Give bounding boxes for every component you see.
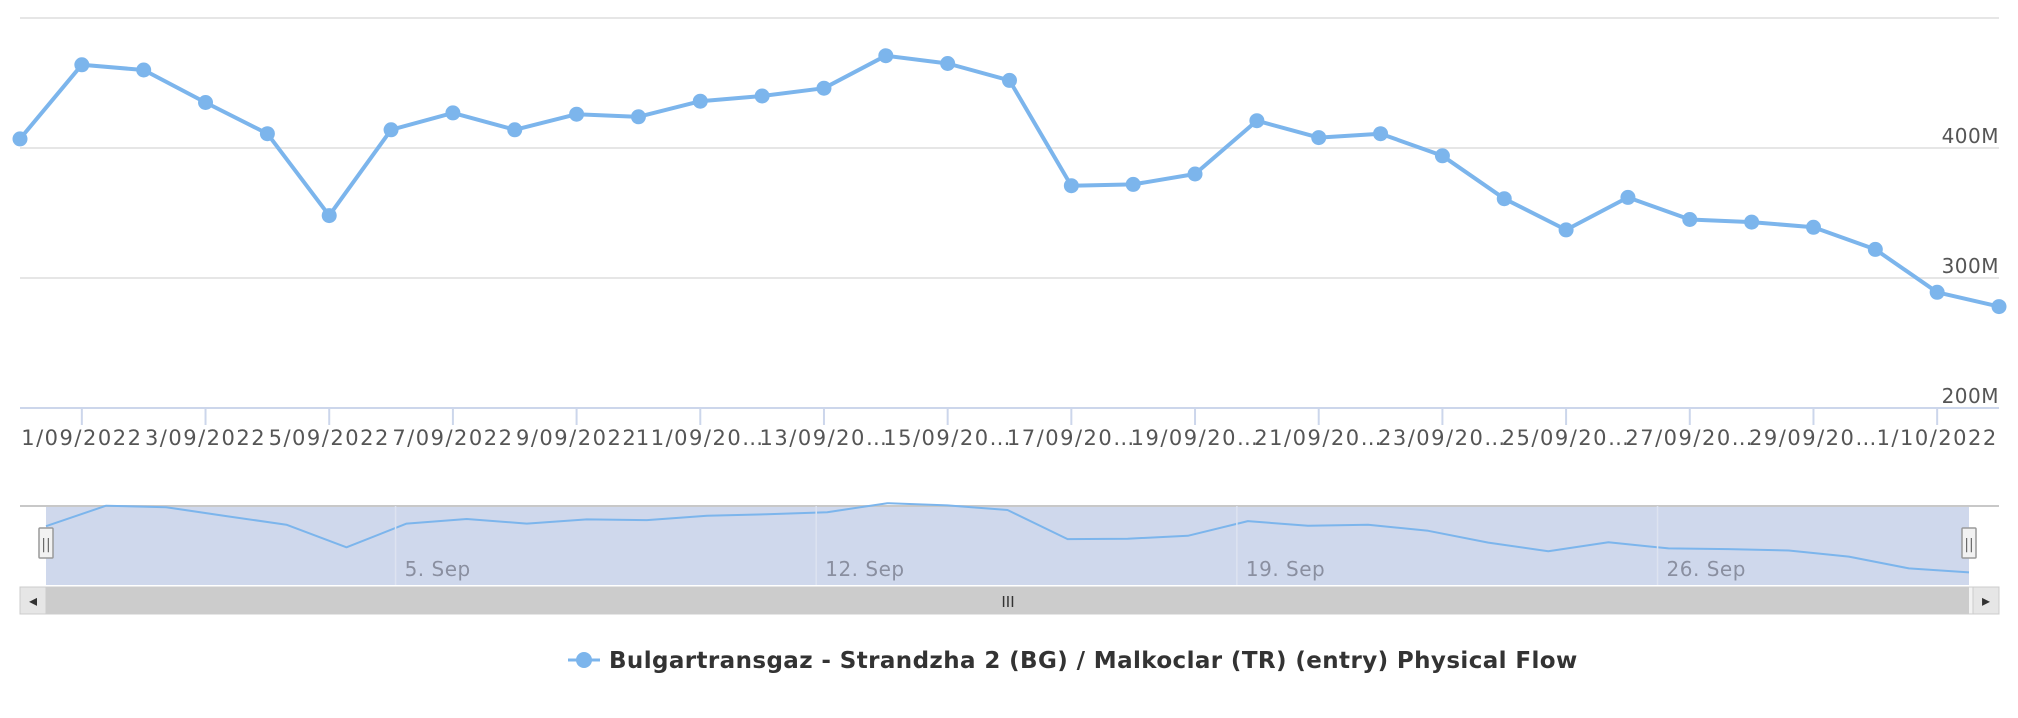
data-point[interactable] xyxy=(940,56,956,71)
x-tick-label: 11/09/20… xyxy=(636,426,765,450)
x-tick-label: 1/10/2022 xyxy=(1877,426,1998,450)
x-tick-label: 21/09/20… xyxy=(1254,426,1383,450)
data-point[interactable] xyxy=(1991,299,2007,315)
legend[interactable]: Bulgartransgaz - Strandzha 2 (BG) / Malk… xyxy=(568,648,1578,674)
y-axis: 200M 300M 400M xyxy=(1942,124,1999,408)
navigator-right-handle[interactable]: || xyxy=(1961,527,1977,559)
scrollbar-grip: III xyxy=(1001,593,1014,611)
data-point[interactable] xyxy=(1373,126,1389,142)
data-point[interactable] xyxy=(1187,166,1203,182)
x-tick-label: 23/09/20… xyxy=(1378,426,1507,450)
x-tick-label: 19/09/20… xyxy=(1131,426,1260,450)
navigator-date-label: 12. Sep xyxy=(825,557,904,581)
navigator-series-line xyxy=(45,502,1970,574)
data-point[interactable] xyxy=(1311,130,1327,146)
data-point[interactable] xyxy=(1929,284,1945,300)
data-point[interactable] xyxy=(507,122,523,138)
data-point[interactable] xyxy=(1744,214,1760,230)
data-point[interactable] xyxy=(754,88,770,104)
navigator-date-label: 26. Sep xyxy=(1667,557,1746,581)
navigator[interactable]: 5. Sep 12. Sep 19. Sep 26. Sep || || III ◂ ▸ xyxy=(19,502,2000,615)
handle-grip: || xyxy=(1964,537,1973,553)
chevron-right-icon: ▸ xyxy=(1982,591,1990,610)
scrollbar-thumb[interactable] xyxy=(46,587,1969,614)
data-point[interactable] xyxy=(692,93,708,109)
x-tick-label: 15/09/20… xyxy=(883,426,1012,450)
x-tick-label: 27/09/20… xyxy=(1625,426,1754,450)
x-tick-label: 25/09/20… xyxy=(1502,426,1631,450)
data-point[interactable] xyxy=(1682,212,1698,227)
scrollbar-left-button[interactable]: ◂ xyxy=(19,586,47,615)
x-tick-label: 5/09/2022 xyxy=(269,426,390,450)
x-tick-label: 29/09/20… xyxy=(1749,426,1878,450)
x-tick-label: 7/09/2022 xyxy=(392,426,513,450)
series-group xyxy=(12,48,2007,315)
data-point[interactable] xyxy=(1125,176,1141,192)
data-point[interactable] xyxy=(569,106,585,122)
x-tick-label: 17/09/20… xyxy=(1007,426,1136,450)
data-point[interactable] xyxy=(630,109,646,125)
y-tick-label: 300M xyxy=(1942,254,1999,278)
y-tick-label: 400M xyxy=(1942,124,1999,148)
data-point[interactable] xyxy=(321,208,337,224)
data-point[interactable] xyxy=(1620,189,1636,205)
data-point[interactable] xyxy=(1249,113,1265,129)
x-tick-label: 9/09/2022 xyxy=(516,426,637,450)
x-tick-label: 3/09/2022 xyxy=(145,426,266,450)
x-tick-label: 1/09/2022 xyxy=(21,426,142,450)
data-point[interactable] xyxy=(198,95,214,110)
x-axis: 1/09/2022 3/09/2022 5/09/2022 7/09/2022 9/09… xyxy=(20,407,1999,450)
navigator-date-label: 19. Sep xyxy=(1246,557,1325,581)
data-point[interactable] xyxy=(1558,222,1574,238)
data-point[interactable] xyxy=(1805,219,1821,235)
chevron-left-icon: ◂ xyxy=(29,591,37,610)
y-tick-label: 200M xyxy=(1942,384,1999,408)
scrollbar-right-button[interactable]: ▸ xyxy=(1972,586,2000,615)
legend-label[interactable]: Bulgartransgaz - Strandzha 2 (BG) / Malk… xyxy=(609,648,1578,674)
data-point[interactable] xyxy=(259,126,275,142)
data-point[interactable] xyxy=(74,57,90,73)
data-point[interactable] xyxy=(1434,148,1450,164)
data-point[interactable] xyxy=(816,80,832,96)
data-point[interactable] xyxy=(878,48,894,64)
data-point[interactable] xyxy=(1063,178,1079,194)
data-point[interactable] xyxy=(1867,241,1883,257)
handle-grip: || xyxy=(41,537,50,553)
navigator-date-label: 5. Sep xyxy=(405,557,471,581)
legend-marker-point xyxy=(576,652,592,668)
data-point[interactable] xyxy=(383,122,399,138)
data-point[interactable] xyxy=(445,105,461,121)
x-tick-label: 13/09/20… xyxy=(760,426,889,450)
data-point[interactable] xyxy=(1002,72,1017,88)
data-point[interactable] xyxy=(136,62,152,78)
data-point[interactable] xyxy=(12,131,28,147)
series-line[interactable] xyxy=(18,53,2000,309)
navigator-left-handle[interactable]: || xyxy=(38,527,54,559)
data-point[interactable] xyxy=(1496,191,1512,207)
